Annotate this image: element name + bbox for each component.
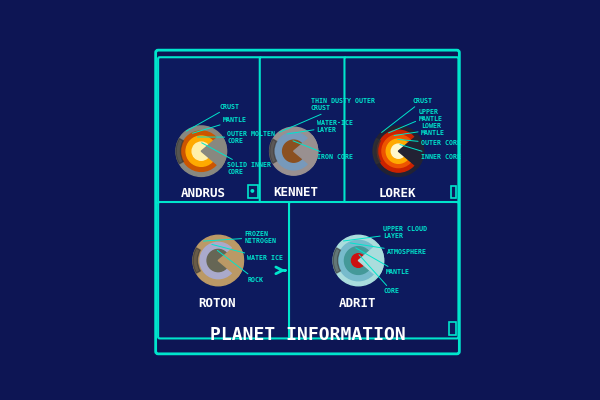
Circle shape	[283, 140, 305, 162]
FancyBboxPatch shape	[158, 202, 290, 338]
Wedge shape	[358, 244, 383, 277]
Text: UPPER CLOUD
LAYER: UPPER CLOUD LAYER	[343, 226, 427, 241]
FancyBboxPatch shape	[289, 202, 458, 338]
Circle shape	[186, 136, 217, 166]
Wedge shape	[176, 138, 184, 164]
Circle shape	[386, 139, 410, 163]
Wedge shape	[398, 135, 424, 168]
Text: ANDRUS: ANDRUS	[181, 187, 226, 200]
Bar	[451, 186, 456, 198]
Text: ROTON: ROTON	[198, 297, 236, 310]
Wedge shape	[269, 139, 277, 163]
Circle shape	[269, 127, 317, 175]
Text: CRUST: CRUST	[382, 98, 432, 132]
Text: ATMOSPHERE: ATMOSPHERE	[350, 243, 427, 255]
Text: MANTLE: MANTLE	[356, 248, 410, 275]
Circle shape	[382, 135, 415, 168]
Text: MANTLE: MANTLE	[193, 117, 247, 133]
Circle shape	[176, 126, 226, 176]
Circle shape	[193, 235, 244, 286]
Circle shape	[373, 126, 424, 176]
Text: CRUST: CRUST	[186, 104, 240, 131]
Text: OUTER CORE: OUTER CORE	[398, 139, 461, 146]
Circle shape	[251, 190, 254, 192]
Text: ADRIT: ADRIT	[338, 297, 376, 310]
Text: WATER ICE: WATER ICE	[212, 244, 283, 261]
Bar	[449, 322, 456, 335]
Text: THIN DUSTY OUTER
CRUST: THIN DUSTY OUTER CRUST	[280, 98, 374, 132]
Text: KENNET: KENNET	[274, 186, 319, 199]
Text: WATER-ICE
LAYER: WATER-ICE LAYER	[287, 120, 353, 134]
Wedge shape	[201, 135, 226, 168]
Text: UPPER
MANTLE: UPPER MANTLE	[389, 109, 442, 133]
FancyBboxPatch shape	[155, 50, 460, 354]
Text: SOLID INNER
CORE: SOLID INNER CORE	[202, 143, 271, 175]
Circle shape	[344, 247, 372, 274]
Circle shape	[338, 240, 379, 281]
Wedge shape	[373, 138, 380, 164]
Wedge shape	[218, 244, 244, 277]
Bar	[248, 185, 258, 198]
Circle shape	[333, 235, 383, 286]
FancyBboxPatch shape	[158, 57, 262, 204]
Wedge shape	[333, 248, 340, 273]
Circle shape	[200, 242, 236, 279]
Text: OUTER MOLTEN
CORE: OUTER MOLTEN CORE	[197, 131, 275, 144]
Text: LOREK: LOREK	[379, 187, 416, 200]
Circle shape	[352, 254, 365, 267]
Circle shape	[275, 132, 313, 170]
Circle shape	[192, 142, 211, 160]
Wedge shape	[193, 248, 200, 273]
Text: CORE: CORE	[359, 255, 400, 294]
Text: IRON CORE: IRON CORE	[293, 141, 353, 160]
Wedge shape	[293, 136, 317, 167]
Circle shape	[207, 250, 229, 272]
Text: PLANET INFORMATION: PLANET INFORMATION	[210, 326, 406, 344]
Text: LOWER
MANTLE: LOWER MANTLE	[394, 123, 445, 136]
Circle shape	[391, 144, 406, 158]
FancyBboxPatch shape	[344, 57, 458, 204]
Circle shape	[377, 130, 419, 172]
FancyBboxPatch shape	[260, 57, 346, 204]
Text: FROZEN
NITROGEN: FROZEN NITROGEN	[203, 231, 277, 244]
Text: ROCK: ROCK	[217, 250, 263, 283]
Circle shape	[181, 131, 221, 171]
Text: INNER CORE: INNER CORE	[400, 144, 461, 160]
